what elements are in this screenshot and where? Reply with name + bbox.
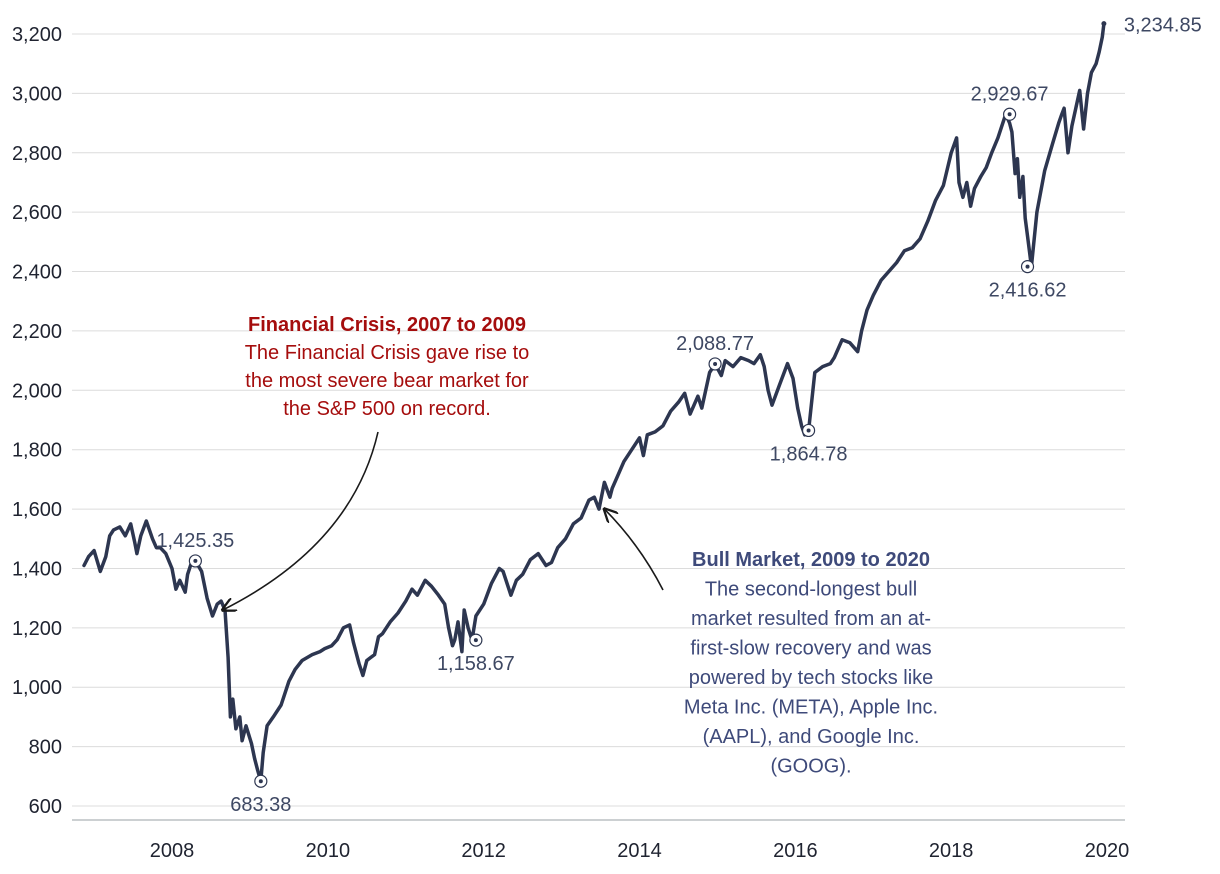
annotation-text-line: (AAPL), and Google Inc. [703,726,920,748]
x-tick-label: 2008 [150,840,195,862]
data-point-label: 3,234.85 [1124,15,1202,37]
x-tick-label: 2018 [929,840,974,862]
data-point-markers: 1,425.35 683.38 1,158.67 2,088.77 1,864.78 2,… [156,15,1201,817]
y-tick-label: 1,200 [12,618,62,640]
annotation-title: Financial Crisis, 2007 to 2009 [248,314,526,336]
data-point-label: 2,088.77 [676,333,754,355]
annotation-text-line: powered by tech stocks like [689,667,934,689]
x-tick-label: 2010 [306,840,351,862]
sp500-series-line [82,21,1106,783]
data-point-label: 1,158.67 [437,653,515,675]
y-tick-label: 2,200 [12,321,62,343]
data-point-label: 2,929.67 [971,83,1049,105]
annotation-text-line: first-slow recovery and was [690,638,931,660]
annotation-text-line: The second-longest bull [705,579,917,601]
y-tick-label: 1,000 [12,677,62,699]
y-tick-label: 2,000 [12,380,62,402]
annotation-bull: Bull Market, 2009 to 2020 The second-long… [604,509,938,778]
y-tick-label: 1,400 [12,558,62,580]
x-tick-label: 2016 [773,840,818,862]
annotation-text-line: The Financial Crisis gave rise to [245,342,530,364]
y-tick-label: 3,200 [12,24,62,46]
y-tick-label: 800 [29,737,62,759]
annotation-text-line: the S&P 500 on record. [283,398,491,420]
data-point-label: 2,416.62 [989,280,1067,302]
annotation-arrow [223,431,379,610]
data-point-dot [193,558,198,563]
data-point-label: 1,425.35 [156,530,234,552]
data-point-dot [713,361,718,366]
annotation-title: Bull Market, 2009 to 2020 [692,549,930,571]
annotation-text-line: market resulted from an at- [691,608,931,630]
y-tick-label: 2,400 [12,262,62,284]
data-point-label: 683.38 [230,794,291,816]
x-axis: 2008 2010 2012 2014 2016 2018 2020 [150,840,1130,862]
data-point-label: 1,864.78 [770,443,848,465]
data-point-dot [1007,112,1012,117]
annotation-arrow [604,509,664,591]
y-axis: 600 800 1,000 1,200 1,400 1,600 1,800 2,000 2,20… [12,24,62,818]
y-tick-label: 600 [29,796,62,818]
y-tick-label: 1,800 [12,440,62,462]
y-tick-label: 2,600 [12,202,62,224]
annotations: Financial Crisis, 2007 to 2009 The Financ… [223,314,938,778]
data-point-dot [258,779,263,784]
x-tick-label: 2014 [617,840,662,862]
y-tick-label: 3,000 [12,83,62,105]
annotation-text-line: Meta Inc. (META), Apple Inc. [684,697,938,719]
y-tick-label: 1,600 [12,499,62,521]
data-point-dot [1025,264,1030,269]
data-point-dot [473,638,478,643]
data-point-dot [806,428,811,433]
annotation-text-line: the most severe bear market for [245,370,529,392]
x-tick-label: 2012 [461,840,506,862]
annotation-text-line: (GOOG). [770,756,851,778]
y-tick-label: 2,800 [12,143,62,165]
annotation-crisis: Financial Crisis, 2007 to 2009 The Financ… [223,314,530,610]
data-point-dot [1101,21,1107,27]
x-tick-label: 2020 [1085,840,1130,862]
